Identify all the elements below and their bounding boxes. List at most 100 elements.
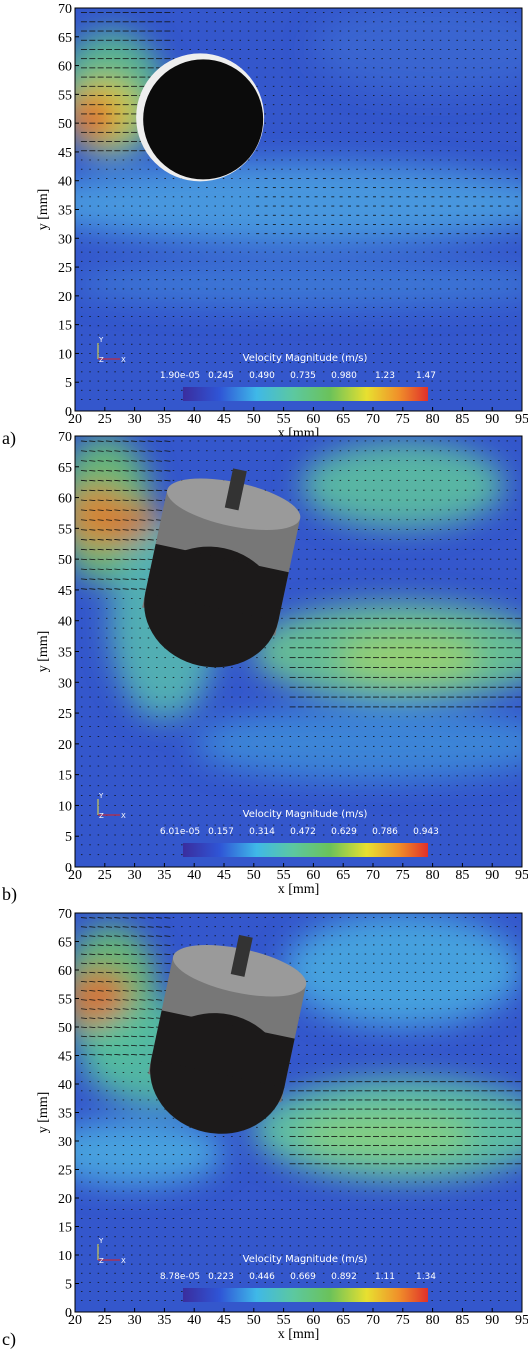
colorbar-tick-label: 6.01e-05	[160, 827, 200, 837]
colorbar-tick-label: 0.786	[372, 827, 398, 837]
x-tick-label: 85	[455, 412, 469, 427]
y-tick-label: 0	[65, 861, 72, 876]
panel: 2025303540455055606570758085909505101520…	[2, 430, 528, 905]
colorbar-tick-label: 0.472	[290, 827, 316, 837]
colorbar-tick-label: 0.943	[413, 827, 439, 837]
colorbar-tick-label: 1.23	[375, 371, 395, 381]
y-tick-label: 25	[58, 707, 72, 722]
x-tick-label: 70	[366, 412, 380, 427]
y-tick-label: 20	[58, 738, 72, 753]
x-tick-label: 55	[277, 868, 291, 883]
colorbar-tick-label: 1.47	[416, 371, 436, 381]
y-tick-label: 30	[58, 232, 72, 247]
colorbar-tick-label: 0.735	[290, 371, 316, 381]
x-tick-label: 45	[217, 412, 231, 427]
colorbar	[183, 843, 428, 857]
colorbar-tick-label: 0.314	[249, 827, 275, 837]
colorbar-tick-label: 0.490	[249, 371, 275, 381]
triad-label: Z	[99, 812, 104, 820]
velocity-field	[57, 436, 528, 867]
y-tick-label: 15	[58, 769, 72, 784]
y-tick-label: 65	[58, 31, 72, 46]
panel: 2025303540455055606570758085909505101520…	[2, 907, 528, 1350]
y-tick-label: 55	[58, 522, 72, 537]
x-tick-label: 65	[336, 412, 350, 427]
y-tick-label: 50	[58, 117, 72, 132]
field-blob	[296, 1113, 475, 1159]
x-tick-label: 80	[426, 412, 440, 427]
x-tick-label: 45	[217, 868, 231, 883]
x-tick-label: 40	[187, 412, 201, 427]
triad-label: X	[121, 356, 126, 364]
field-blob	[69, 94, 117, 140]
triad-label: Z	[99, 356, 104, 364]
x-tick-label: 35	[157, 412, 171, 427]
y-tick-label: 55	[58, 88, 72, 103]
y-tick-label: 45	[58, 584, 72, 599]
y-axis-label: y [mm]	[36, 631, 51, 673]
y-tick-label: 25	[58, 261, 72, 276]
colorbar-tick-label: 0.157	[208, 827, 234, 837]
colorbar-title: Velocity Magnitude (m/s)	[243, 353, 368, 364]
x-tick-label: 95	[515, 412, 528, 427]
x-tick-label: 55	[277, 412, 291, 427]
x-tick-label: 40	[187, 868, 201, 883]
x-tick-label: 50	[247, 412, 261, 427]
x-tick-label: 65	[336, 868, 350, 883]
y-tick-label: 15	[58, 319, 72, 334]
velocity-field	[27, 2, 528, 411]
y-tick-label: 30	[58, 676, 72, 691]
triad-label: Y	[98, 792, 104, 800]
y-tick-label: 40	[58, 175, 72, 190]
x-axis-label: x [mm]	[278, 882, 320, 897]
x-tick-label: 30	[128, 412, 142, 427]
x-tick-label: 85	[455, 868, 469, 883]
y-tick-label: 5	[65, 830, 72, 845]
field-blob	[301, 442, 504, 528]
field-blob	[284, 913, 522, 1027]
y-tick-label: 70	[58, 2, 72, 17]
colorbar-tick-label: 0.245	[208, 371, 234, 381]
panel-label: a)	[2, 428, 16, 449]
velocity-field	[45, 913, 528, 1312]
y-tick-label: 60	[58, 492, 72, 507]
triad-label: Y	[98, 336, 104, 344]
x-tick-label: 60	[306, 868, 320, 883]
y-tick-label: 5	[65, 376, 72, 391]
x-tick-label: 30	[128, 868, 142, 883]
x-tick-label: 80	[426, 868, 440, 883]
y-tick-label: 35	[58, 204, 72, 219]
colorbar-title: Velocity Magnitude (m/s)	[243, 809, 368, 820]
x-tick-label: 25	[98, 868, 112, 883]
y-tick-label: 45	[58, 146, 72, 161]
y-tick-label: 70	[58, 430, 72, 445]
y-tick-label: 0	[65, 405, 72, 420]
cylinder	[143, 59, 263, 179]
colorbar-tick-label: 0.629	[331, 827, 357, 837]
y-tick-label: 35	[58, 646, 72, 661]
colorbar-tick-label: 1.90e-05	[160, 371, 200, 381]
x-tick-label: 60	[306, 412, 320, 427]
colorbar	[183, 387, 428, 401]
triad-label: X	[121, 812, 126, 820]
panel: 2025303540455055606570758085909505101520…	[2, 2, 528, 449]
y-tick-label: 10	[58, 347, 72, 362]
x-tick-label: 50	[247, 868, 261, 883]
y-tick-label: 50	[58, 553, 72, 568]
x-tick-label: 75	[396, 868, 410, 883]
x-tick-label: 95	[515, 868, 528, 883]
y-tick-label: 10	[58, 799, 72, 814]
panel-label: b)	[2, 884, 17, 905]
y-tick-label: 60	[58, 60, 72, 75]
y-tick-label: 65	[58, 461, 72, 476]
y-tick-label: 20	[58, 290, 72, 305]
colorbar-tick-label: 0.980	[331, 371, 357, 381]
x-tick-label: 25	[98, 412, 112, 427]
y-axis-label: y [mm]	[36, 189, 51, 231]
x-tick-label: 70	[366, 868, 380, 883]
x-tick-label: 35	[157, 868, 171, 883]
x-tick-label: 90	[485, 868, 499, 883]
y-tick-label: 40	[58, 615, 72, 630]
x-tick-label: 90	[485, 412, 499, 427]
